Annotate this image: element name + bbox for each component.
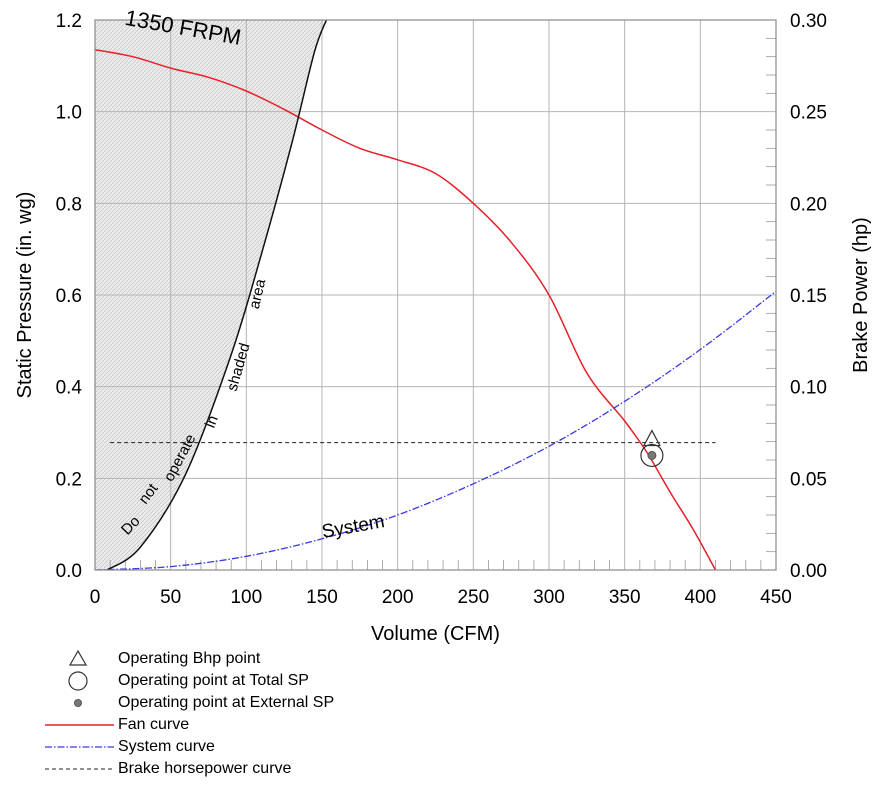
series: [95, 20, 776, 570]
shaded-area-word: area: [246, 277, 269, 311]
y-tick-label: 0.6: [56, 286, 82, 307]
y2-tick-label: 0.30: [790, 11, 827, 32]
legend-label: System curve: [118, 738, 215, 755]
x-tick-label: 450: [760, 587, 792, 608]
operating-point-external-sp-marker: [647, 450, 657, 460]
y-tick-label: 0.4: [56, 378, 83, 399]
legend-symbol: [68, 649, 88, 666]
operating-bhp-point-marker: [642, 429, 661, 447]
legend-symbol: [45, 746, 114, 748]
legend-item: Fan curve: [40, 714, 460, 736]
y2-tick-label: 0.00: [790, 561, 827, 582]
legend-symbol: [68, 671, 88, 691]
y2-tick-label: 0.25: [790, 103, 827, 124]
y-tick-label: 1.0: [56, 103, 82, 124]
legend-symbol: [45, 768, 114, 770]
chart: 0 50 100 150 200 250 300 350 400 450 0.0 0.2 0.4 0.6 0…: [14, 5, 872, 645]
minor-ticks: [109, 37, 776, 570]
triangle-icon: [68, 649, 88, 666]
legend-label: Fan curve: [118, 716, 190, 733]
fan-curve-line: [95, 49, 717, 570]
x-tick-label: 300: [533, 587, 565, 608]
x-tick-label: 200: [382, 587, 414, 608]
legend-item: System curve: [40, 736, 460, 758]
legend-item: Operating Bhp point: [40, 648, 460, 670]
circle-icon: [68, 671, 88, 691]
legend-label: Brake horsepower curve: [118, 760, 292, 777]
x-tick-label: 50: [160, 587, 181, 608]
x-tick-label: 400: [684, 587, 716, 608]
legend-label: Operating point at External SP: [118, 694, 335, 711]
legend: Operating Bhp point Operating point at To…: [40, 648, 460, 780]
y-tick-label: 0.8: [56, 194, 82, 215]
legend-item: Operating point at Total SP: [40, 670, 460, 692]
legend-symbol: [74, 699, 82, 707]
operating-points: [640, 429, 664, 468]
legend-symbol: [45, 724, 114, 726]
legend-label: Operating Bhp point: [118, 650, 261, 667]
y2-tick-label: 0.05: [790, 469, 827, 490]
system-curve-line: [95, 290, 776, 570]
x-tick-label: 250: [457, 587, 489, 608]
legend-label: Operating point at Total SP: [118, 672, 309, 689]
y2-tick-label: 0.15: [790, 286, 827, 307]
shaded-area-word: in: [202, 413, 222, 430]
dot-icon: [74, 699, 82, 707]
plot-frame: [94, 19, 777, 571]
x-tick-label: 100: [230, 587, 262, 608]
axes: 0 50 100 150 200 250 300 350 400 450 0.0 0.2 0.4 0.6 0…: [56, 11, 827, 608]
system-curve-label: System: [320, 511, 386, 543]
shaded-area-boundary-line: [106, 20, 328, 570]
y2-tick-label: 0.20: [790, 194, 827, 215]
legend-item: Operating point at External SP: [40, 692, 460, 714]
x-axis-title: Volume (CFM): [371, 623, 500, 645]
y-tick-label: 0.0: [56, 561, 82, 582]
operating-point-total-sp-marker: [640, 443, 664, 468]
y-tick-label: 0.2: [56, 469, 82, 490]
x-tick-label: 0: [90, 587, 101, 608]
x-tick-label: 150: [306, 587, 338, 608]
y2-tick-label: 0.10: [790, 378, 827, 399]
y-tick-label: 1.2: [56, 11, 82, 32]
y2-axis-title: Brake Power (hp): [850, 217, 872, 373]
legend-item: Brake horsepower curve: [40, 758, 460, 780]
y-axis-title: Static Pressure (in. wg): [14, 192, 36, 399]
x-tick-label: 350: [609, 587, 641, 608]
